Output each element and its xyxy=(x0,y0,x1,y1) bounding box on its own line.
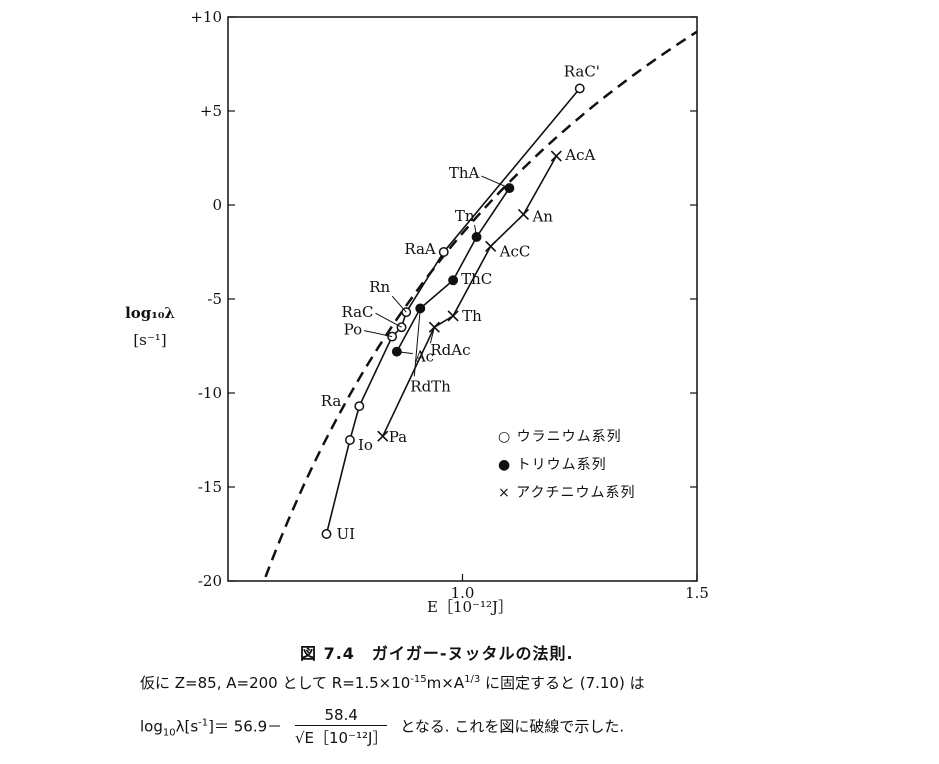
x-tick-label: 1.5 xyxy=(685,584,709,602)
y-tick-label: -5 xyxy=(207,290,222,308)
label-acc: AcC xyxy=(499,242,531,260)
x-axis-label: E［10⁻¹²J］ xyxy=(427,598,513,616)
leader-rn xyxy=(391,295,407,313)
axes-layer: +10 +5 0 -5 -10 -15 -20 1.0 1.5 xyxy=(190,8,709,602)
point-an xyxy=(517,208,530,220)
fraction-denominator: √E［10⁻¹²J］ xyxy=(294,729,388,747)
label-aca: AcA xyxy=(564,146,595,164)
leader-tha xyxy=(481,175,510,189)
figure-title: 図 7.4 ガイガー-ヌッタルの法則. xyxy=(300,644,574,663)
cross-stroke xyxy=(550,150,562,162)
legend: ○ ウラニウム系列 ● トリウム系列 × アクチニウム系列 xyxy=(498,429,635,501)
cross-stroke xyxy=(447,310,459,322)
caption-line2-sub: 10 xyxy=(162,727,176,739)
y-tick-label: -15 xyxy=(198,478,222,496)
label-tn: Tn xyxy=(455,207,475,225)
caption-line1-exponent-2: 1/3 xyxy=(464,674,481,685)
label-rn: Rn xyxy=(369,278,390,296)
label-raa: RaA xyxy=(404,240,436,258)
series-line-0 xyxy=(325,87,581,535)
point-th xyxy=(447,310,459,322)
label-rac: RaC' xyxy=(564,62,600,80)
legend-item-uranium: ○ ウラニウム系列 xyxy=(498,429,622,445)
caption-line2-tail: となる. これを図に破線で示した. xyxy=(400,717,625,736)
label-pa: Pa xyxy=(389,428,407,446)
label-thc: ThC xyxy=(461,270,492,288)
label-rdac: RdAc xyxy=(430,341,470,359)
point-pa xyxy=(377,430,389,442)
dashed-curve-layer xyxy=(264,30,698,578)
caption-line-1: 仮に Z=85, A=200 として R=1.5×10-15m×A1/3 に固定… xyxy=(140,672,645,693)
y-tick-label: 0 xyxy=(212,196,222,214)
point-raa xyxy=(438,247,449,257)
label-ac: Ac xyxy=(414,348,434,366)
dashed-theory-curve xyxy=(264,30,698,578)
fraction-numerator: 58.4 xyxy=(294,706,388,726)
legend-item-thorium: ● トリウム系列 xyxy=(498,457,607,473)
y-axis-label: log₁₀λ xyxy=(125,304,175,322)
leader-po xyxy=(364,330,393,338)
label-an: An xyxy=(531,207,553,225)
y-tick-label: -10 xyxy=(198,384,222,402)
label-ui: UI xyxy=(336,525,355,543)
y-axis-unit-label: [s⁻¹] xyxy=(133,331,166,349)
caption-line2-equals: ]＝ 56.9－ xyxy=(208,717,283,736)
label-po: Po xyxy=(344,321,363,339)
point-thc xyxy=(448,275,459,286)
label-tha: ThA xyxy=(449,164,480,182)
cross-stroke xyxy=(377,430,389,442)
caption-line2-log: log xyxy=(140,717,163,736)
leader-ac xyxy=(396,351,413,355)
caption-line1-text-c: に固定すると (7.10) は xyxy=(480,674,645,692)
point-acc xyxy=(485,240,497,252)
label-ra: Ra xyxy=(321,392,342,410)
x-tick-label: 1.0 xyxy=(451,584,475,602)
label-th: Th xyxy=(462,307,482,325)
y-tick-label: -20 xyxy=(198,572,222,590)
leader-rdth xyxy=(413,308,421,377)
leader-rac xyxy=(375,312,402,328)
legend-item-actinium: × アクチニウム系列 xyxy=(498,485,635,501)
caption-line1-text-b: m×A xyxy=(426,674,465,692)
leader-tn xyxy=(474,224,478,238)
formula-fraction: 58.4 √E［10⁻¹²J］ xyxy=(294,706,388,748)
cross-stroke xyxy=(485,240,497,252)
label-rdth: RdTh xyxy=(410,377,451,395)
point-io xyxy=(344,435,355,445)
cross-stroke xyxy=(517,208,530,220)
series-line-1 xyxy=(396,187,511,352)
point-ui xyxy=(321,529,332,539)
point-aca xyxy=(550,150,562,162)
y-tick-label: +10 xyxy=(190,8,222,26)
label-rac: RaC xyxy=(341,303,373,321)
caption-line1-exponent: -15 xyxy=(410,674,427,685)
label-io: Io xyxy=(358,436,373,454)
leader-rdac xyxy=(429,327,435,344)
caption-line1-text-a: 仮に Z=85, A=200 として R=1.5×10 xyxy=(140,674,411,692)
caption-line2-lambda: λ[s xyxy=(175,717,199,736)
series-line-2 xyxy=(382,155,557,437)
y-tick-label: +5 xyxy=(200,102,222,120)
point-ra xyxy=(354,401,365,412)
point-rac xyxy=(574,83,585,94)
caption-line-2: log10λ[s-1]＝ 56.9－ 58.4 √E［10⁻¹²J］ となる. … xyxy=(140,706,624,748)
caption-line2-exponent: -1 xyxy=(198,717,209,729)
